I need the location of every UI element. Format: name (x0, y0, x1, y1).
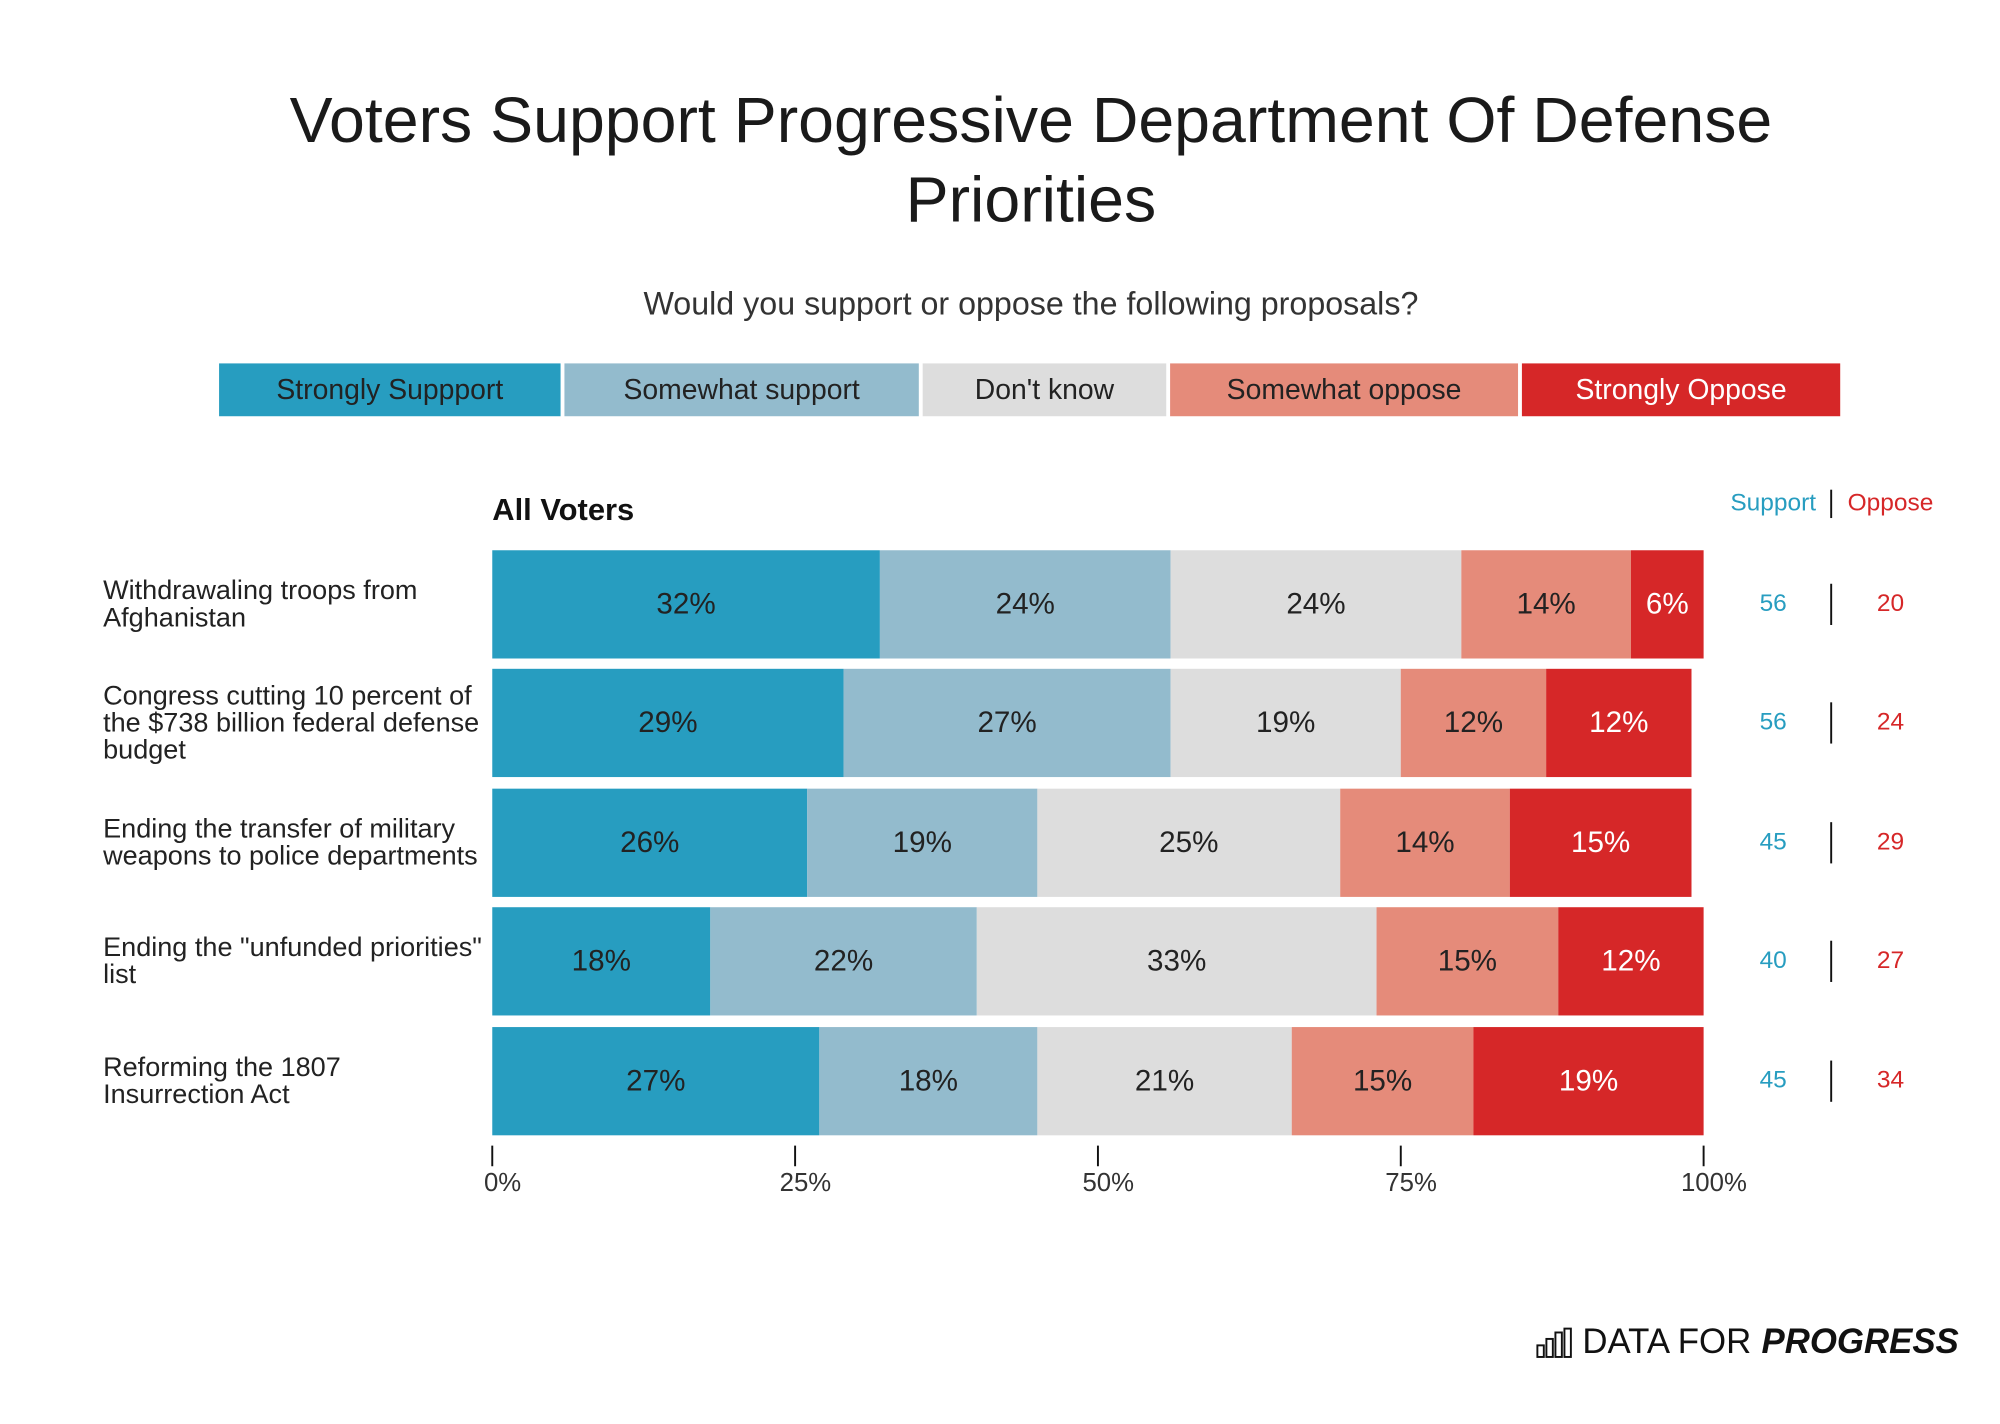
value-label: 27% (626, 1064, 685, 1097)
value-label: 33% (1147, 944, 1206, 977)
legend-label: Strongly Oppose (1575, 374, 1786, 406)
legend-swatch (1170, 363, 1519, 417)
bar-segment (492, 907, 711, 1016)
value-label: 15% (1438, 944, 1497, 977)
bar-segment (819, 1027, 1038, 1136)
value-label: 24% (996, 587, 1055, 620)
value-label: 19% (1256, 706, 1315, 739)
bar-segment (492, 668, 844, 778)
legend-swatch (219, 363, 561, 417)
value-label: 27% (977, 706, 1036, 739)
legend-label: Somewhat support (623, 374, 859, 406)
value-label: 12% (1589, 706, 1648, 739)
bar-segment (1037, 1027, 1292, 1136)
legend-swatch (564, 363, 919, 417)
support-total: 56 (1760, 590, 1787, 617)
support-header: Support (1730, 489, 1816, 516)
row-label: Reforming the 1807 Insurrection Act (103, 1052, 341, 1110)
chart-subtitle: Would you support or oppose the followin… (643, 286, 1419, 323)
logo: DATA FOR PROGRESS (1536, 1322, 1959, 1362)
bar-segment (879, 550, 1171, 659)
bar-segment (1170, 550, 1462, 659)
legend-label: Don't know (975, 374, 1115, 406)
value-label: 21% (1135, 1064, 1194, 1097)
value-label: 18% (572, 944, 631, 977)
bar-segment (492, 1027, 820, 1136)
row-label: Congress cutting 10 percent of the $738 … (103, 681, 480, 765)
bar-segment (1340, 788, 1510, 897)
bar-segment (1170, 668, 1401, 778)
legend-label: Somewhat oppose (1227, 374, 1462, 406)
oppose-total: 34 (1877, 1067, 1904, 1094)
panel-title: All Voters (492, 492, 634, 527)
value-label: 32% (656, 587, 715, 620)
x-tick-label: 75% (1385, 1169, 1437, 1197)
x-tick-label: 25% (780, 1169, 832, 1197)
logo-text: DATA FOR (1582, 1322, 1752, 1361)
bar-segment (976, 907, 1377, 1016)
bar-segment (1400, 668, 1547, 778)
logo-icon (1536, 1326, 1572, 1358)
value-label: 25% (1159, 826, 1218, 859)
bar-segment (492, 550, 880, 659)
value-label: 12% (1601, 944, 1660, 977)
support-total: 45 (1760, 828, 1787, 855)
legend-swatch (922, 363, 1167, 417)
bar-segment (1037, 788, 1341, 897)
value-label: 6% (1646, 587, 1689, 620)
oppose-header: Oppose (1848, 489, 1934, 516)
bar-segment (710, 907, 977, 1016)
row-label: Withdrawaling troops from Afghanistan (103, 576, 418, 633)
bar-segment (1473, 1027, 1704, 1136)
support-total: 56 (1760, 708, 1787, 735)
chart-title: Voters Support Progressive Department Of… (289, 83, 1773, 236)
bar-segment (1558, 907, 1704, 1016)
oppose-total: 29 (1877, 828, 1904, 855)
bar-segment (1546, 668, 1692, 778)
value-label: 15% (1353, 1064, 1412, 1097)
value-label: 12% (1444, 706, 1503, 739)
value-label: 19% (893, 826, 952, 859)
x-tick-label: 0% (484, 1169, 521, 1197)
x-tick-label: 50% (1082, 1169, 1134, 1197)
value-label: 18% (899, 1064, 958, 1097)
logo-emphasis: PROGRESS (1761, 1322, 1959, 1361)
value-label: 15% (1571, 826, 1630, 859)
value-label: 29% (638, 706, 697, 739)
row-label: Ending the transfer of military weapons … (103, 814, 478, 872)
row-label: Ending the "unfunded priorities" list (103, 932, 482, 990)
support-total: 40 (1760, 947, 1787, 974)
bar-segment (1630, 550, 1704, 659)
value-label: 14% (1516, 587, 1575, 620)
legend-label: Strongly Suppport (276, 374, 503, 406)
oppose-total: 27 (1877, 947, 1904, 974)
bar-segment (492, 788, 808, 897)
value-label: 24% (1286, 587, 1345, 620)
value-label: 14% (1395, 826, 1454, 859)
bar-segment (1291, 1027, 1474, 1136)
legend-swatch (1521, 363, 1841, 417)
x-tick-label: 100% (1681, 1169, 1747, 1197)
oppose-total: 24 (1877, 708, 1904, 735)
bar-segment (1461, 550, 1631, 659)
bar-segment (843, 668, 1171, 778)
bar-segment (1376, 907, 1559, 1016)
value-label: 26% (620, 826, 679, 859)
bar-segment (807, 788, 1038, 897)
oppose-total: 20 (1877, 590, 1904, 617)
value-label: 19% (1559, 1064, 1618, 1097)
value-label: 22% (814, 944, 873, 977)
support-total: 45 (1760, 1067, 1787, 1094)
bar-segment (1509, 788, 1692, 897)
